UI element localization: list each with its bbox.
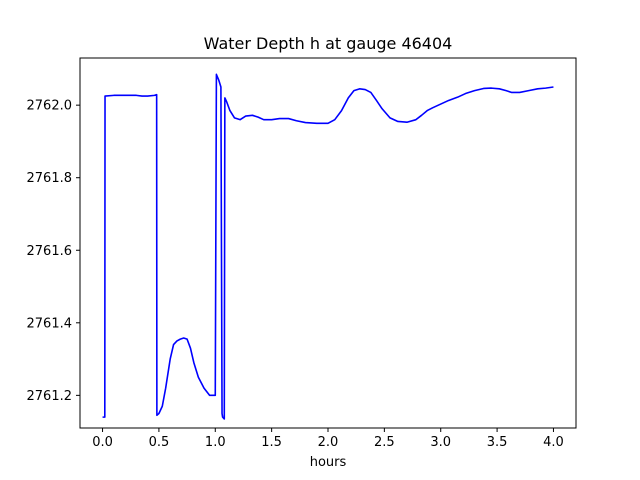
x-tick-label: 0.5 bbox=[149, 435, 170, 450]
plot-frame bbox=[79, 57, 577, 429]
series-line-group bbox=[102, 73, 554, 420]
x-tick-label: 1.5 bbox=[261, 435, 282, 450]
x-tick-label: 3.5 bbox=[487, 435, 508, 450]
y-tick-label: 2762.0 bbox=[27, 99, 73, 114]
x-tick-label: 4.0 bbox=[543, 435, 564, 450]
y-tick-label: 2761.2 bbox=[27, 389, 73, 404]
y-tick-label: 2761.8 bbox=[27, 171, 73, 186]
chart-title: Water Depth h at gauge 46404 bbox=[204, 34, 453, 53]
x-axis-ticks: 0.0 0.5 1.0 1.5 2.0 2.5 3.0 3.5 4.0 bbox=[92, 428, 564, 450]
series-line-0 bbox=[102, 73, 554, 420]
y-tick-label: 2761.4 bbox=[27, 316, 73, 331]
x-tick-label: 0.0 bbox=[92, 435, 113, 450]
x-tick-label: 3.0 bbox=[430, 435, 451, 450]
x-tick-label: 1.0 bbox=[205, 435, 226, 450]
x-tick-label: 2.0 bbox=[318, 435, 339, 450]
y-axis-ticks: 2761.2 2761.4 2761.6 2761.8 2762.0 bbox=[27, 99, 80, 404]
x-tick-label: 2.5 bbox=[374, 435, 395, 450]
x-axis-label: hours bbox=[310, 455, 347, 470]
y-tick-label: 2761.6 bbox=[27, 244, 73, 259]
